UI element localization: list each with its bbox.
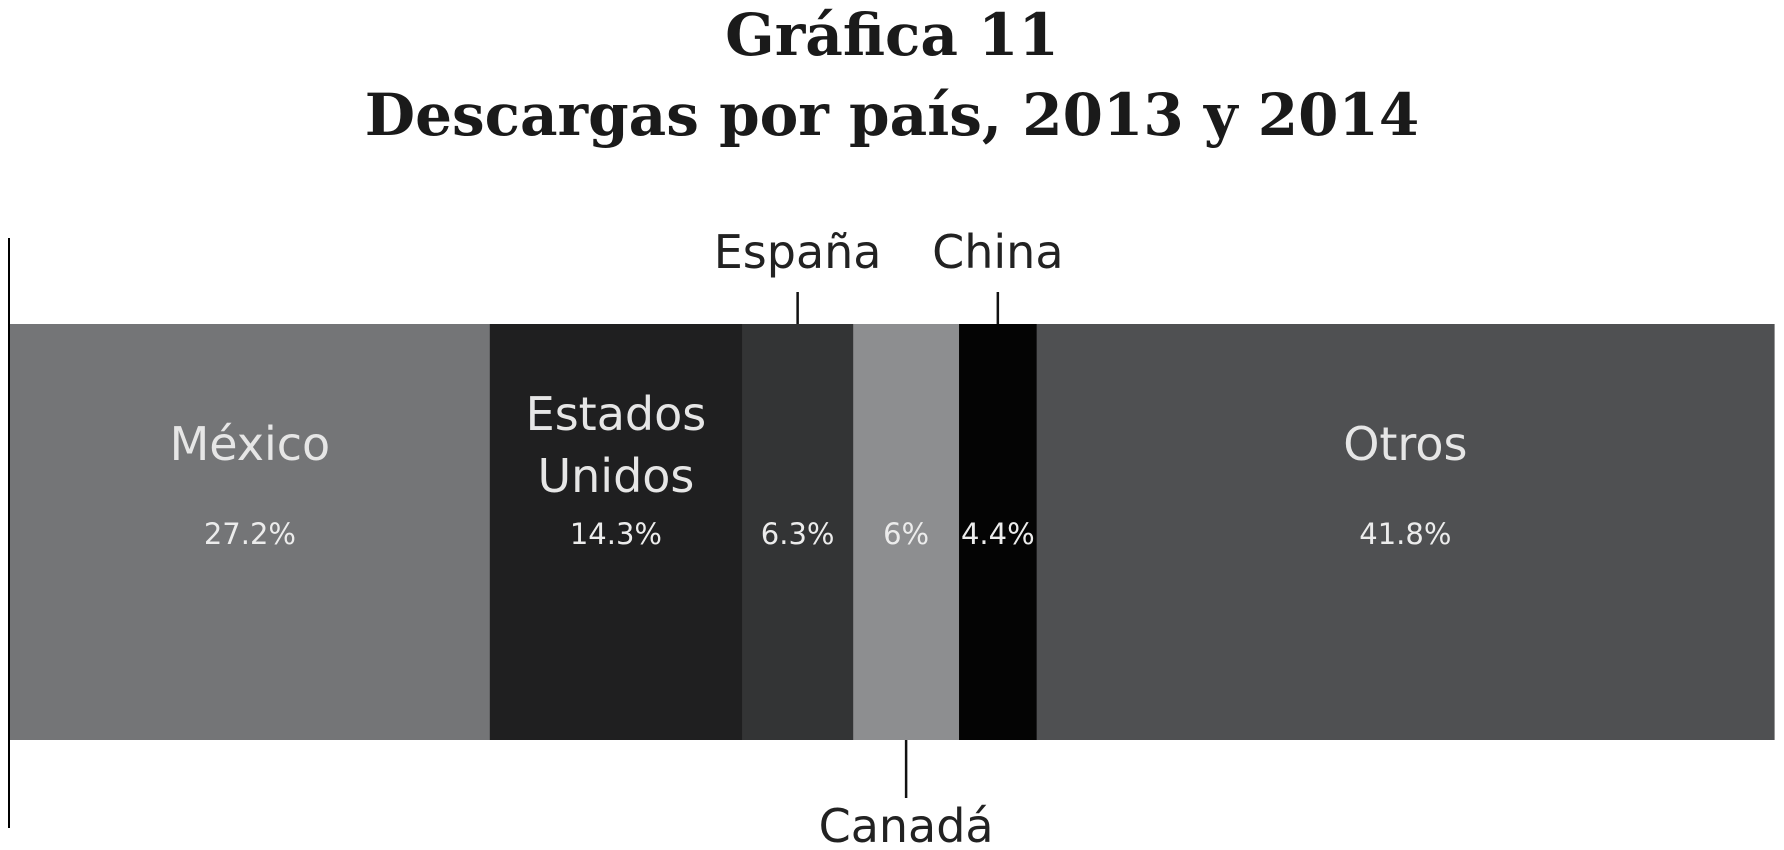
segment-3-category-label: Canadá [819,799,994,850]
chart-title: Gráfica 11 [725,1,1059,69]
segment-5-value-label: 41.8% [1359,517,1451,551]
segment-3-value-label: 6% [883,517,929,551]
segment-3-bar [853,324,960,740]
segment-0-value-label: 27.2% [204,517,296,551]
segment-4-value-label: 4.4% [961,517,1035,551]
segment-0-category-label: México [170,417,331,471]
segment-2-bar [742,324,854,740]
segment-4-category-label: China [932,225,1063,279]
segment-1-value-label: 14.3% [570,517,662,551]
segment-1-category-label: Estados [526,387,707,441]
segment-4-bar [959,324,1038,740]
segment-0-bar [10,324,491,740]
segment-2-value-label: 6.3% [761,517,835,551]
segment-5-category-label: Otros [1343,417,1467,471]
segment-2-category-label: España [714,225,882,279]
segment-1-bar [489,324,743,740]
chart-subtitle: Descargas por país, 2013 y 2014 [364,81,1420,149]
segment-1-category-label: Unidos [537,449,694,503]
segment-5-bar [1036,324,1775,740]
